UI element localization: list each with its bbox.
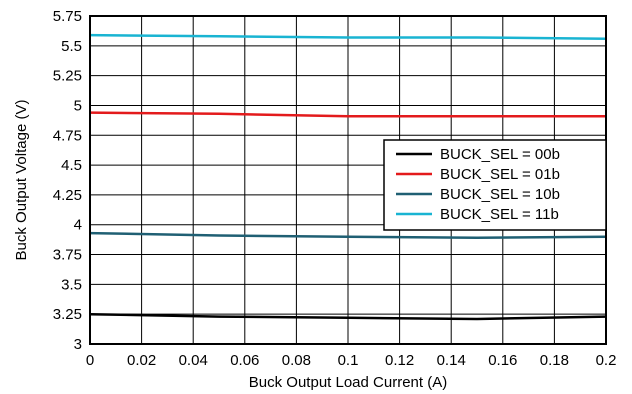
y-tick-label: 3.25 (53, 306, 82, 323)
y-axis-label: Buck Output Voltage (V) (13, 100, 30, 261)
y-tick-label: 5 (74, 97, 82, 114)
y-tick-label: 4.5 (61, 157, 82, 174)
x-tick-label: 0.1 (338, 352, 359, 369)
x-tick-labels: 0 0.02 0.04 0.06 0.08 0.1 0.12 0.14 0.16 0.18 0.2 (86, 352, 617, 369)
x-tick-label: 0 (86, 352, 94, 369)
y-tick-label: 5.5 (61, 38, 82, 55)
y-tick-label: 3.5 (61, 276, 82, 293)
series-lines (89, 33, 607, 321)
x-axis-label: Buck Output Load Current (A) (249, 374, 447, 391)
x-tick-label: 0.12 (385, 352, 414, 369)
y-tick-label: 4 (74, 217, 82, 234)
x-tick-label: 0.08 (282, 352, 311, 369)
y-tick-label: 3 (74, 336, 82, 353)
legend-label: BUCK_SEL = 01b (440, 166, 560, 183)
y-tick-label: 3.75 (53, 247, 82, 264)
y-tick-label: 4.75 (53, 127, 82, 144)
legend-label: BUCK_SEL = 11b (440, 206, 559, 223)
y-tick-label: 5.25 (53, 68, 82, 85)
series-line-2 (89, 231, 607, 240)
series-line-1 (89, 111, 606, 118)
legend-label: BUCK_SEL = 00b (440, 146, 560, 163)
series-line-0 (89, 312, 607, 321)
x-tick-label: 0.06 (230, 352, 259, 369)
series-line-3 (89, 33, 607, 40)
y-tick-labels: 3 3.25 3.5 3.75 4 4.25 4.5 4.75 5 5.25 5.5 5.75 (53, 8, 82, 353)
x-tick-label: 0.2 (596, 352, 617, 369)
x-tick-label: 0.16 (488, 352, 517, 369)
x-tick-label: 0.18 (540, 352, 569, 369)
y-tick-label: 4.25 (53, 187, 82, 204)
legend: BUCK_SEL = 00b BUCK_SEL = 01b BUCK_SEL = 1… (383, 139, 607, 231)
x-tick-label: 0.14 (437, 352, 466, 369)
legend-label: BUCK_SEL = 10b (440, 186, 560, 203)
x-tick-label: 0.02 (127, 352, 156, 369)
x-tick-label: 0.04 (179, 352, 208, 369)
y-tick-label: 5.75 (53, 8, 82, 25)
